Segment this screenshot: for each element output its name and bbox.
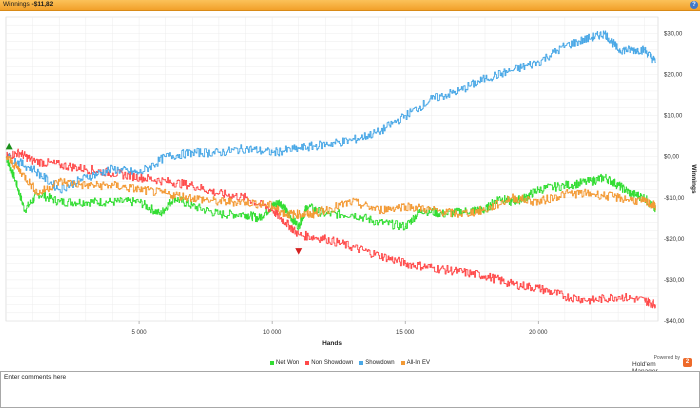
legend-label: All-In EV xyxy=(406,360,430,366)
powered-by: Powered by Hold'em Manager 2 xyxy=(632,355,692,375)
series-lines xyxy=(5,30,656,309)
min-marker-icon xyxy=(295,248,303,255)
x-tick-label: 5 000 xyxy=(132,330,148,336)
y-tick-label: $30,00 xyxy=(664,31,683,37)
window-title: Winnings -$11,82 xyxy=(3,1,54,8)
comments-box xyxy=(0,371,700,408)
x-tick-label: 15 000 xyxy=(396,330,415,336)
y-tick-label: $10,00 xyxy=(664,114,683,120)
y-tick-label: -$20,00 xyxy=(664,237,685,243)
series-line-net-won xyxy=(5,156,656,231)
y-axis-label: Winnings xyxy=(690,164,697,194)
y-tick-label: -$10,00 xyxy=(664,196,685,202)
gridlines xyxy=(6,16,658,322)
powered-by-label: Powered by xyxy=(653,355,680,361)
legend-item[interactable]: Showdown xyxy=(359,360,395,366)
series-line-all-in-ev xyxy=(6,155,656,220)
winnings-chart: 5 000 10 000 15 000 20 000 $30,00 $20,00 $10,… xyxy=(5,16,697,347)
x-axis-label: Hands xyxy=(322,340,342,347)
y-tick-label: $20,00 xyxy=(664,73,683,79)
series-line-non-showdown xyxy=(6,148,656,309)
comments-input[interactable] xyxy=(1,372,699,407)
winnings-value: -$11,82 xyxy=(31,1,54,8)
hm2-logo-icon: 2 xyxy=(683,358,692,367)
legend-item[interactable]: Net Won xyxy=(270,360,299,366)
x-tick-label: 10 000 xyxy=(263,330,282,336)
title-bar: Winnings -$11,82 ? xyxy=(0,0,700,11)
help-icon[interactable]: ? xyxy=(690,1,698,9)
y-tick-label: -$40,00 xyxy=(664,319,685,325)
y-axis-ticks: $30,00 $20,00 $10,00 $0,00 -$10,00 -$20,00 -$3… xyxy=(664,31,685,325)
legend-label: Net Won xyxy=(276,360,300,366)
legend-item[interactable]: All-In EV xyxy=(400,360,430,366)
max-marker-icon xyxy=(5,142,13,150)
legend-label: Showdown xyxy=(365,360,395,366)
plot-area xyxy=(5,16,659,322)
y-tick-label: $0,00 xyxy=(664,155,680,161)
y-tick-label: -$30,00 xyxy=(664,278,685,284)
legend-swatch xyxy=(359,361,364,365)
legend-label: Non Showdown xyxy=(311,360,354,366)
legend-swatch xyxy=(270,361,275,365)
series-line-showdown xyxy=(6,30,656,194)
x-tick-label: 20 000 xyxy=(529,330,548,336)
markers xyxy=(5,142,303,255)
x-axis-ticks: 5 000 10 000 15 000 20 000 xyxy=(132,321,548,336)
legend-swatch xyxy=(305,361,310,365)
legend-swatch xyxy=(400,361,405,365)
chart-legend: Net Won Non Showdown Showdown All-In EV xyxy=(0,360,700,370)
legend-item[interactable]: Non Showdown xyxy=(305,360,353,366)
